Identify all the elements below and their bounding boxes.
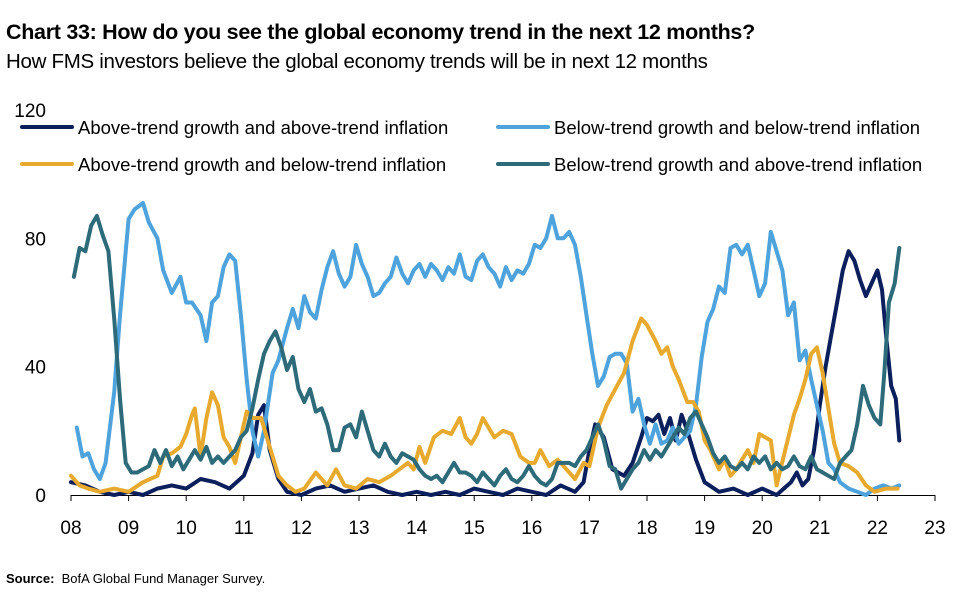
series-layer: [69, 201, 902, 497]
y-tick-label: 80: [25, 229, 46, 250]
chart-subtitle: How FMS investors believe the global eco…: [6, 50, 708, 73]
x-tick-label: 22: [867, 518, 888, 539]
source-label: Source:: [6, 571, 55, 586]
x-tick-label: 10: [176, 518, 197, 539]
x-tick-label: 18: [636, 518, 657, 539]
y-tick-label: 40: [25, 358, 46, 379]
x-tick-label: 20: [752, 518, 773, 539]
y-tick-label: 120: [14, 101, 46, 122]
series-line-4: [71, 213, 902, 491]
x-tick-label: 09: [118, 518, 139, 539]
chart-title: Chart 33: How do you see the global econ…: [6, 20, 755, 44]
legend-label: Below-trend growth and above-trend infla…: [554, 154, 922, 175]
legend-label: Above-trend growth and below-trend infla…: [78, 154, 446, 175]
series-line-1: [69, 249, 902, 497]
x-tick-label: 21: [809, 518, 830, 539]
y-tick-label: 0: [35, 486, 46, 507]
x-tick-label: 08: [60, 518, 81, 539]
legend-label: Below-trend growth and below-trend infla…: [554, 117, 920, 138]
x-tick-label: 15: [464, 518, 485, 539]
series-line-3: [69, 316, 900, 494]
source-note: Source: BofA Global Fund Manager Survey.: [6, 571, 265, 586]
x-tick-label: 13: [348, 518, 369, 539]
x-tick-label: 11: [234, 518, 254, 539]
legend: Above-trend growth and above-trend infla…: [20, 117, 922, 175]
legend-label: Above-trend growth and above-trend infla…: [78, 117, 448, 138]
x-tick-label: 12: [291, 518, 312, 539]
x-tick-label: 16: [521, 518, 542, 539]
x-tick-label: 23: [924, 518, 945, 539]
series-line-2: [74, 201, 902, 497]
x-tick-label: 17: [579, 518, 600, 539]
x-tick-label: 19: [694, 518, 715, 539]
source-text: BofA Global Fund Manager Survey.: [61, 571, 266, 586]
x-tick-label: 14: [406, 518, 428, 539]
